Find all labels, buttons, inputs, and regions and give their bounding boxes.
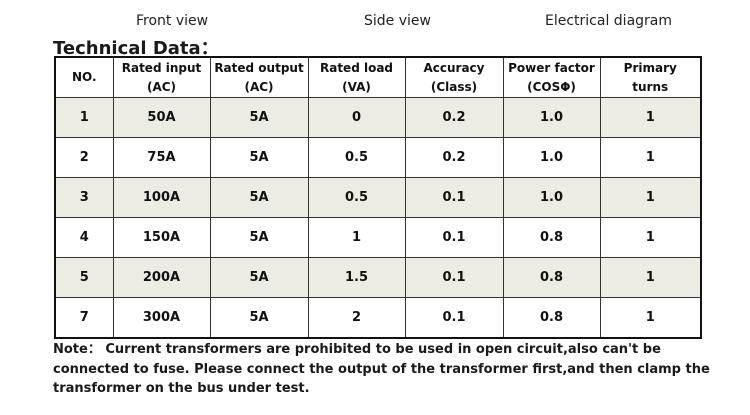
table-row: 3 100A 5A 0.5 0.1 1.0 1 xyxy=(54,177,702,218)
cell-rated-input: 100A xyxy=(112,177,211,218)
cell-primary-turns: 1 xyxy=(599,177,702,218)
cell-accuracy: 0.2 xyxy=(404,97,504,138)
cell-accuracy: 0.1 xyxy=(404,177,504,218)
cell-rated-load: 0 xyxy=(307,97,406,138)
table-row: 4 150A 5A 1 0.1 0.8 1 xyxy=(54,217,702,258)
cell-rated-input: 300A xyxy=(112,297,211,339)
header-rated-load: Rated load (VA) xyxy=(307,56,406,98)
cell-rated-input: 50A xyxy=(112,97,211,138)
cell-rated-output: 5A xyxy=(209,137,309,178)
cell-rated-output: 5A xyxy=(209,257,309,298)
cell-no: 3 xyxy=(54,177,114,218)
table-row: 2 75A 5A 0.5 0.2 1.0 1 xyxy=(54,137,702,178)
cell-no: 5 xyxy=(54,257,114,298)
cell-no: 2 xyxy=(54,137,114,178)
header-rated-input: Rated input (AC) xyxy=(112,56,211,98)
cell-accuracy: 0.1 xyxy=(404,297,504,339)
cell-rated-load: 0.5 xyxy=(307,137,406,178)
cell-rated-input: 200A xyxy=(112,257,211,298)
cell-rated-load: 1.5 xyxy=(307,257,406,298)
cell-rated-input: 75A xyxy=(112,137,211,178)
front-view-label: Front view xyxy=(136,13,209,29)
cell-power-factor: 0.8 xyxy=(502,217,601,258)
cell-rated-output: 5A xyxy=(209,217,309,258)
table-row: 1 50A 5A 0 0.2 1.0 1 xyxy=(54,97,702,138)
cell-primary-turns: 1 xyxy=(599,97,702,138)
cell-rated-output: 5A xyxy=(209,297,309,339)
cell-power-factor: 1.0 xyxy=(502,177,601,218)
cell-rated-input: 150A xyxy=(112,217,211,258)
cell-primary-turns: 1 xyxy=(599,137,702,178)
cell-rated-output: 5A xyxy=(209,177,309,218)
side-view-label: Side view xyxy=(364,13,431,29)
cell-rated-load: 2 xyxy=(307,297,406,339)
view-labels: Front view Side view Electrical diagram xyxy=(0,13,750,33)
header-no: NO. xyxy=(54,56,114,98)
technical-data-title: Technical Data： xyxy=(53,38,219,59)
cell-primary-turns: 1 xyxy=(599,297,702,339)
cell-primary-turns: 1 xyxy=(599,257,702,298)
cell-rated-load: 1 xyxy=(307,217,406,258)
table-row: 5 200A 5A 1.5 0.1 0.8 1 xyxy=(54,257,702,298)
header-accuracy: Accuracy (Class) xyxy=(404,56,504,98)
cell-no: 7 xyxy=(54,297,114,339)
cell-rated-load: 0.5 xyxy=(307,177,406,218)
header-primary-turns: Primary turns xyxy=(599,56,702,98)
technical-data-table: NO. Rated input (AC) Rated output (AC) Rat… xyxy=(54,56,702,339)
header-power-factor: Power factor (COSΦ) xyxy=(502,56,601,98)
cell-accuracy: 0.1 xyxy=(404,217,504,258)
cell-power-factor: 1.0 xyxy=(502,97,601,138)
cell-no: 1 xyxy=(54,97,114,138)
cell-accuracy: 0.1 xyxy=(404,257,504,298)
cell-accuracy: 0.2 xyxy=(404,137,504,178)
table-row: 7 300A 5A 2 0.1 0.8 1 xyxy=(54,297,702,339)
header-rated-output: Rated output (AC) xyxy=(209,56,309,98)
cell-power-factor: 1.0 xyxy=(502,137,601,178)
note-text: Note： Current transformers are prohibite… xyxy=(53,342,710,396)
cell-rated-output: 5A xyxy=(209,97,309,138)
cell-primary-turns: 1 xyxy=(599,217,702,258)
electrical-diagram-label: Electrical diagram xyxy=(545,13,673,29)
cell-power-factor: 0.8 xyxy=(502,257,601,298)
cell-power-factor: 0.8 xyxy=(502,297,601,339)
cell-no: 4 xyxy=(54,217,114,258)
table-header-row: NO. Rated input (AC) Rated output (AC) Rat… xyxy=(54,56,702,98)
